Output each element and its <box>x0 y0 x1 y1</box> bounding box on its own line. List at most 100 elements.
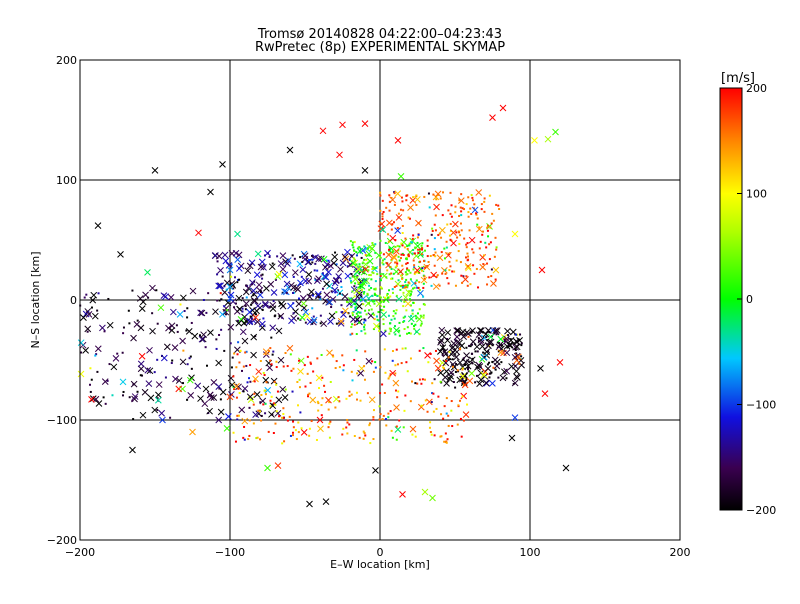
data-point-cross <box>392 379 400 387</box>
data-point <box>405 273 408 276</box>
data-point <box>416 271 419 274</box>
data-point <box>308 392 311 395</box>
data-point <box>487 275 490 278</box>
data-point-cross <box>77 370 85 378</box>
data-point <box>361 283 364 286</box>
data-point <box>245 284 248 287</box>
data-point <box>444 272 447 275</box>
data-point <box>405 194 408 197</box>
data-point <box>467 335 470 338</box>
data-point <box>357 311 360 314</box>
data-point <box>363 323 366 326</box>
data-point <box>136 319 139 322</box>
data-point <box>334 251 337 254</box>
data-point <box>488 361 491 364</box>
data-point <box>363 432 366 435</box>
data-point-cross <box>476 327 484 334</box>
data-point-cross <box>262 301 269 309</box>
data-point <box>418 349 421 352</box>
data-point-cross <box>468 356 476 364</box>
data-point <box>444 269 447 272</box>
data-point-cross <box>269 324 277 332</box>
data-point-cross <box>240 319 248 327</box>
data-point-cross <box>441 267 448 274</box>
data-point <box>388 375 391 378</box>
chart-title: Tromsø 20140828 04:22:00–04:23:43 <box>257 27 502 42</box>
data-point <box>403 409 406 412</box>
data-point <box>271 262 274 265</box>
data-point <box>248 406 251 409</box>
data-point <box>432 392 435 395</box>
data-point <box>406 273 409 276</box>
data-point <box>122 326 125 329</box>
data-point <box>467 366 470 369</box>
data-point <box>297 404 300 407</box>
data-point-cross <box>149 327 156 335</box>
data-point <box>458 231 461 234</box>
data-point <box>401 224 404 227</box>
data-point <box>262 317 265 320</box>
data-point <box>440 236 443 239</box>
data-point <box>260 274 263 277</box>
data-point-cross <box>399 491 406 498</box>
data-point <box>443 348 446 351</box>
data-point <box>312 315 315 318</box>
data-point <box>461 281 464 284</box>
data-point <box>380 299 383 302</box>
data-point <box>394 245 397 248</box>
data-point-cross <box>459 363 467 371</box>
data-point <box>237 341 240 344</box>
data-point <box>466 403 469 406</box>
data-point <box>351 244 354 247</box>
data-point <box>407 253 410 256</box>
data-point <box>328 401 331 404</box>
data-point-cross <box>493 327 501 334</box>
data-point <box>380 287 383 290</box>
data-point <box>419 248 422 251</box>
data-point <box>391 350 394 353</box>
data-point <box>435 198 438 201</box>
data-point <box>422 314 425 317</box>
data-point <box>341 311 344 314</box>
data-point <box>416 286 419 289</box>
data-point <box>95 353 98 356</box>
data-point <box>466 252 469 255</box>
data-point <box>355 312 358 315</box>
data-point <box>242 436 245 439</box>
data-point <box>413 327 416 330</box>
data-point <box>403 246 406 249</box>
data-point <box>218 387 221 390</box>
data-point <box>465 203 468 206</box>
data-point <box>229 342 232 345</box>
data-point <box>431 229 434 232</box>
data-point <box>415 317 418 320</box>
data-point-cross <box>336 151 343 159</box>
data-point-cross <box>257 263 265 271</box>
data-point <box>372 272 375 275</box>
data-point <box>428 206 431 209</box>
data-point-cross <box>544 135 552 143</box>
data-point-cross <box>189 428 196 436</box>
data-point <box>387 377 390 380</box>
data-point-cross <box>424 352 431 359</box>
data-point <box>416 241 419 244</box>
data-point <box>415 194 418 197</box>
data-point <box>350 305 353 308</box>
data-point <box>382 253 385 256</box>
data-point-cross <box>393 248 400 255</box>
data-point <box>459 261 462 264</box>
data-point-cross <box>277 356 285 364</box>
data-point-cross <box>302 277 309 285</box>
data-point <box>226 309 229 312</box>
data-point-cross <box>239 328 247 336</box>
data-point <box>244 351 247 354</box>
data-point <box>485 336 488 339</box>
data-point <box>329 420 332 423</box>
data-point <box>281 316 284 319</box>
data-point <box>362 321 365 324</box>
data-point <box>462 275 465 278</box>
data-point <box>454 205 457 208</box>
data-point-cross <box>84 325 92 333</box>
data-point <box>383 348 386 351</box>
data-point <box>372 244 375 247</box>
